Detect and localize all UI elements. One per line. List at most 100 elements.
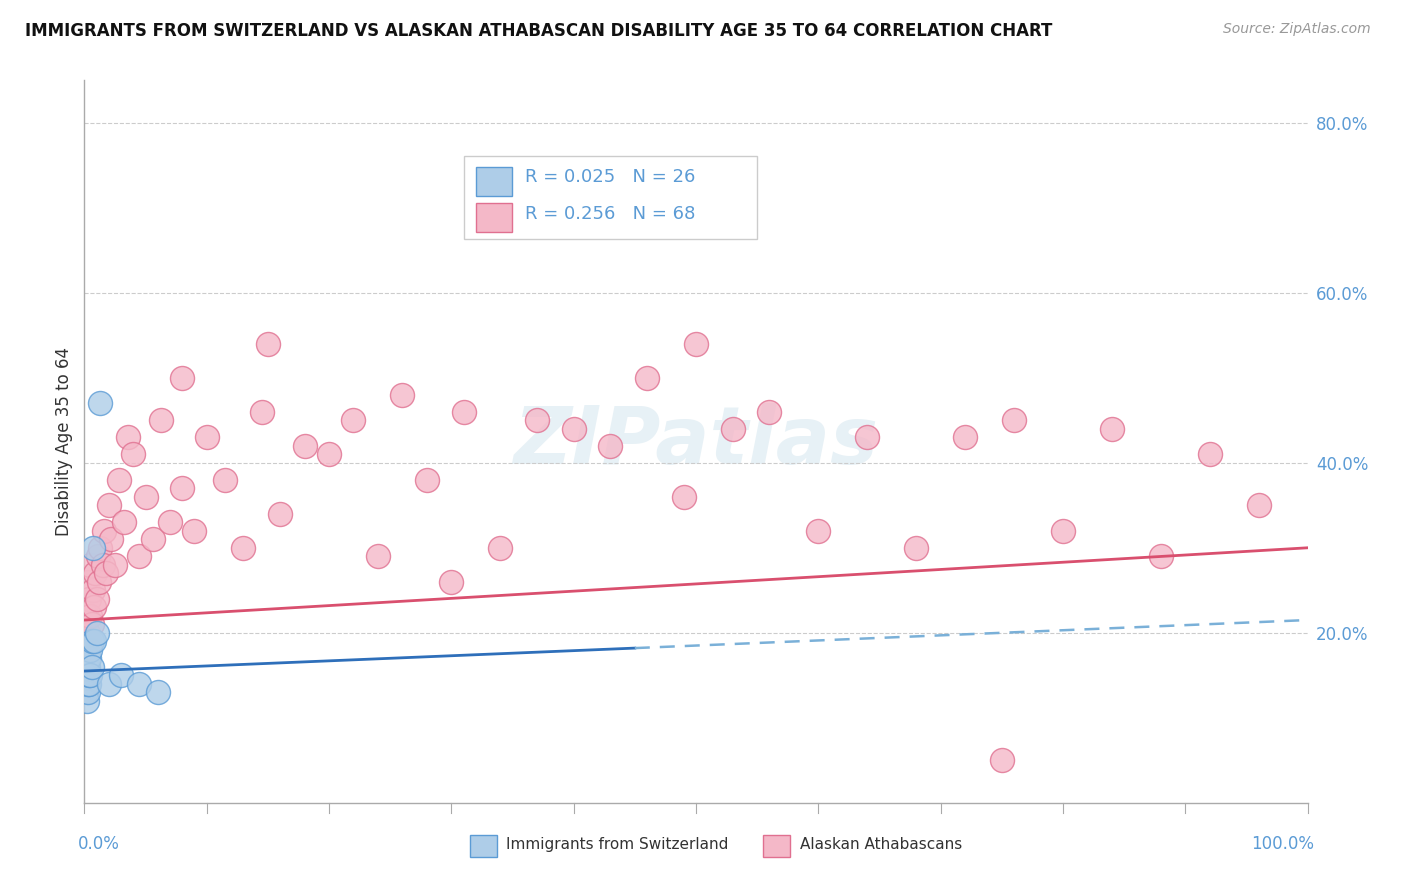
Text: ZIPatlas: ZIPatlas xyxy=(513,402,879,481)
Point xyxy=(128,549,150,564)
FancyBboxPatch shape xyxy=(470,835,496,857)
Point xyxy=(440,574,463,589)
FancyBboxPatch shape xyxy=(475,203,513,232)
Point xyxy=(75,642,97,657)
Point xyxy=(128,677,150,691)
Point xyxy=(562,422,585,436)
Text: Alaskan Athabascans: Alaskan Athabascans xyxy=(800,837,962,852)
Point xyxy=(318,447,340,461)
Point xyxy=(250,405,273,419)
Point xyxy=(232,541,254,555)
Point xyxy=(89,396,111,410)
Point xyxy=(636,371,658,385)
Point xyxy=(135,490,157,504)
Point xyxy=(96,566,118,581)
Point xyxy=(342,413,364,427)
Point xyxy=(1101,422,1123,436)
Point xyxy=(991,753,1014,767)
Point xyxy=(721,422,744,436)
FancyBboxPatch shape xyxy=(475,167,513,196)
Point xyxy=(80,617,103,632)
Point xyxy=(172,481,194,495)
Point xyxy=(953,430,976,444)
Point xyxy=(195,430,218,444)
Point xyxy=(1002,413,1025,427)
Point xyxy=(79,668,101,682)
Point xyxy=(79,558,101,572)
Point xyxy=(1198,447,1220,461)
Point xyxy=(856,430,879,444)
Point xyxy=(146,685,169,699)
Point xyxy=(77,591,100,606)
Text: IMMIGRANTS FROM SWITZERLAND VS ALASKAN ATHABASCAN DISABILITY AGE 35 TO 64 CORREL: IMMIGRANTS FROM SWITZERLAND VS ALASKAN A… xyxy=(25,22,1053,40)
Point xyxy=(77,668,100,682)
Point xyxy=(416,473,439,487)
Point xyxy=(1052,524,1074,538)
Point xyxy=(1150,549,1173,564)
Point xyxy=(82,583,104,598)
Text: R = 0.025   N = 26: R = 0.025 N = 26 xyxy=(524,169,695,186)
Point xyxy=(93,524,115,538)
Point xyxy=(150,413,173,427)
Point xyxy=(1247,498,1270,512)
Point xyxy=(269,507,291,521)
Point xyxy=(110,668,132,682)
Point xyxy=(142,533,165,547)
Point xyxy=(117,430,139,444)
Point xyxy=(77,677,100,691)
Point xyxy=(159,516,181,530)
Point xyxy=(89,541,111,555)
Point xyxy=(82,541,104,555)
Point xyxy=(685,336,707,351)
Point xyxy=(905,541,928,555)
Point xyxy=(172,371,194,385)
Point xyxy=(77,634,100,648)
Point xyxy=(87,549,110,564)
Point xyxy=(76,677,98,691)
FancyBboxPatch shape xyxy=(464,156,758,239)
Point xyxy=(86,591,108,606)
Point xyxy=(79,642,101,657)
Point xyxy=(672,490,695,504)
Point xyxy=(104,558,127,572)
Point xyxy=(77,685,100,699)
Point xyxy=(97,498,120,512)
Point xyxy=(84,566,107,581)
Text: R = 0.256   N = 68: R = 0.256 N = 68 xyxy=(524,204,695,222)
Point xyxy=(107,473,129,487)
Point xyxy=(489,541,512,555)
Text: Immigrants from Switzerland: Immigrants from Switzerland xyxy=(506,837,728,852)
Point xyxy=(76,668,98,682)
Point xyxy=(758,405,780,419)
Point xyxy=(77,651,100,665)
Point xyxy=(183,524,205,538)
FancyBboxPatch shape xyxy=(763,835,790,857)
Point xyxy=(112,516,135,530)
Point xyxy=(100,533,122,547)
Point xyxy=(807,524,830,538)
Point xyxy=(80,634,103,648)
Point xyxy=(91,558,114,572)
Point xyxy=(79,608,101,623)
Point xyxy=(122,447,145,461)
Text: 0.0%: 0.0% xyxy=(79,835,120,854)
Point xyxy=(83,600,105,615)
Text: Source: ZipAtlas.com: Source: ZipAtlas.com xyxy=(1223,22,1371,37)
Point xyxy=(75,668,97,682)
Point xyxy=(367,549,389,564)
Point xyxy=(294,439,316,453)
Point xyxy=(97,677,120,691)
Point xyxy=(77,677,100,691)
Point xyxy=(83,634,105,648)
Point xyxy=(75,685,97,699)
Point xyxy=(77,660,100,674)
Point xyxy=(76,660,98,674)
Point xyxy=(526,413,548,427)
Point xyxy=(77,625,100,640)
Point xyxy=(76,608,98,623)
Point xyxy=(391,388,413,402)
Point xyxy=(77,651,100,665)
Point xyxy=(214,473,236,487)
Point xyxy=(257,336,280,351)
Point xyxy=(80,660,103,674)
